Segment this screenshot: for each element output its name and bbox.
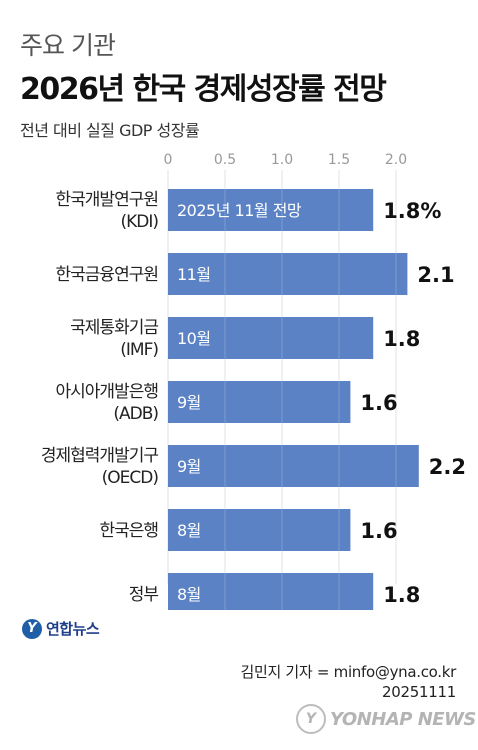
yonhap-logo: Y 연합뉴스	[22, 618, 100, 639]
byline-date: 20251111	[382, 683, 456, 701]
bar-chart: 0 0.5 1.0 1.5 2.0 2025년 11월 전망 1.8% 한국개발연구원(KDI…	[41, 152, 466, 610]
data-label: 1.6	[360, 391, 397, 415]
x-tick-label: 1.5	[328, 152, 350, 168]
category-label: (IMF)	[120, 340, 158, 360]
header-kicker: 주요 기관	[20, 31, 116, 60]
unit-note: 전년 대비 실질 GDP 성장률	[20, 121, 200, 140]
data-label: 1.8	[383, 327, 420, 351]
bar-inner-label: 10월	[177, 329, 211, 348]
page-title: 2026년 한국 경제성장률 전망	[20, 72, 387, 107]
category-label: 한국은행	[99, 521, 158, 541]
bar	[168, 509, 351, 551]
x-tick-label: 2.0	[385, 152, 407, 168]
category-label: (ADB)	[113, 404, 158, 424]
bar-inner-label: 9월	[177, 393, 201, 412]
bar	[168, 445, 419, 487]
yonhap-watermark: Y YONHAP NEWS	[296, 704, 476, 734]
bar	[168, 381, 351, 423]
data-label: 1.8%	[383, 199, 441, 223]
data-label: 1.8	[383, 583, 420, 607]
byline: 김민지 기자 = minfo@yna.co.kr 20251111	[240, 662, 456, 702]
category-label: 아시아개발은행	[56, 382, 158, 402]
bar-inner-label: 8월	[177, 585, 201, 604]
bar-inner-label: 9월	[177, 457, 201, 476]
bar-inner-label: 8월	[177, 521, 201, 540]
bar	[168, 253, 408, 295]
category-label: (OECD)	[102, 468, 159, 488]
data-label: 2.1	[417, 263, 454, 287]
watermark-logo-icon: Y	[296, 704, 326, 734]
category-label: 한국금융연구원	[56, 265, 158, 285]
data-label: 1.6	[360, 519, 397, 543]
x-tick-label: 0	[164, 152, 173, 168]
byline-author: 김민지 기자 = minfo@yna.co.kr	[240, 663, 456, 681]
category-label: 정부	[129, 585, 159, 605]
x-tick-label: 0.5	[214, 152, 236, 168]
category-label: 경제협력개발기구	[41, 446, 158, 466]
bar-inner-label: 2025년 11월 전망	[177, 201, 302, 220]
yonhap-logo-icon: Y	[22, 618, 42, 639]
category-label: (KDI)	[120, 212, 158, 232]
bar-inner-label: 11월	[177, 265, 211, 284]
yonhap-logo-text: 연합뉴스	[46, 620, 100, 638]
category-label: 국제통화기금	[70, 318, 158, 338]
x-tick-label: 1.0	[271, 152, 293, 168]
data-label: 2.2	[429, 455, 466, 479]
watermark-text: YONHAP NEWS	[330, 708, 476, 730]
category-label: 한국개발연구원	[56, 190, 158, 210]
